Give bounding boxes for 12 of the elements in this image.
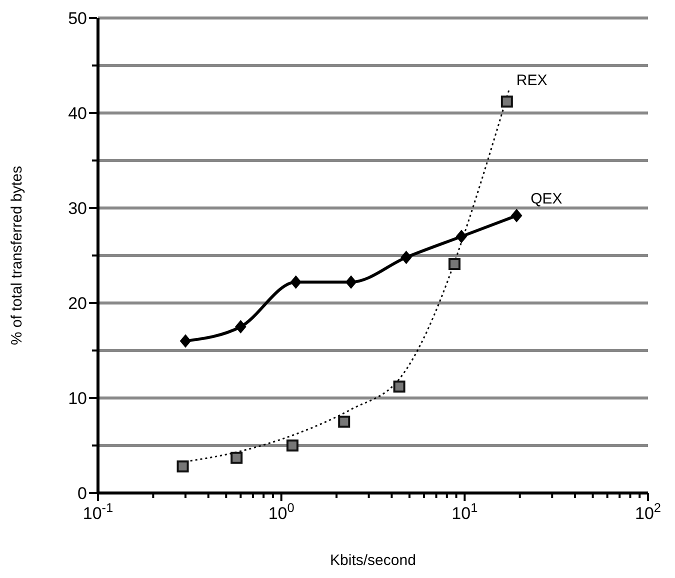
series-label: QEX [530, 190, 562, 208]
y-tick-label: 30 [68, 199, 87, 218]
x-tick-label: 10$^{2}$ [634, 500, 662, 523]
x-tick-label: 10$^{0}$ [268, 500, 294, 523]
y-tick-label: 40 [68, 104, 87, 123]
y-axis-title: % of total transferred bytes [8, 166, 26, 346]
series-label: REX [516, 72, 548, 90]
x-axis-title: Kbits/second [330, 552, 416, 569]
y-tick-label: 20 [68, 294, 87, 313]
x-tick-label: 10$^{1}$ [452, 500, 478, 523]
y-tick-label: 10 [68, 389, 87, 408]
y-tick-label: 50 [68, 9, 87, 28]
